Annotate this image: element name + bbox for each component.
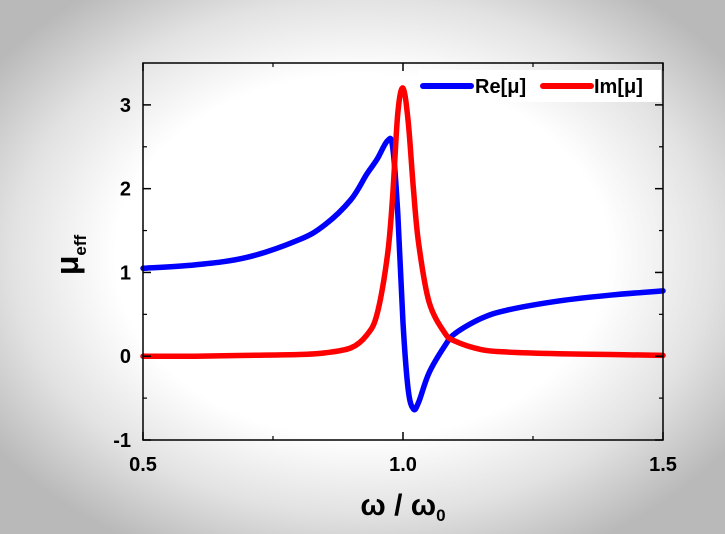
y-tick-label: 0: [120, 346, 131, 368]
series-layer: [140, 85, 666, 413]
x-axis-title-subscript: 0: [436, 506, 445, 525]
x-axis-title-main: ω / ω: [360, 489, 436, 522]
x-axis-title: ω / ω0: [360, 489, 445, 525]
y-axis-title-subscript: eff: [71, 234, 90, 255]
y-tick-label: -1: [113, 430, 131, 452]
x-tick-label: 1.5: [649, 454, 677, 476]
y-axis-title-main: μ: [49, 256, 85, 276]
legend: Re[μ] Im[μ]: [418, 70, 661, 102]
x-tick-label: 1.0: [389, 454, 417, 476]
plot-frame: [142, 62, 664, 441]
x-tick-label: 0.5: [129, 454, 157, 476]
y-tick-label: 2: [120, 179, 131, 201]
legend-label-im: Im[μ]: [594, 76, 643, 98]
legend-label-re: Re[μ]: [475, 76, 526, 98]
y-tick-label: 3: [120, 95, 131, 117]
ticks-layer: [142, 63, 664, 441]
y-tick-label: 1: [120, 262, 131, 284]
y-axis-title-group: μeff: [49, 234, 90, 275]
series-line-im: [140, 85, 666, 360]
series-line-re: [140, 135, 666, 413]
tick-labels-layer: 0.5 1.0 1.5 -1 0 1 2 3: [113, 95, 677, 476]
y-axis-title: μeff: [49, 234, 90, 275]
